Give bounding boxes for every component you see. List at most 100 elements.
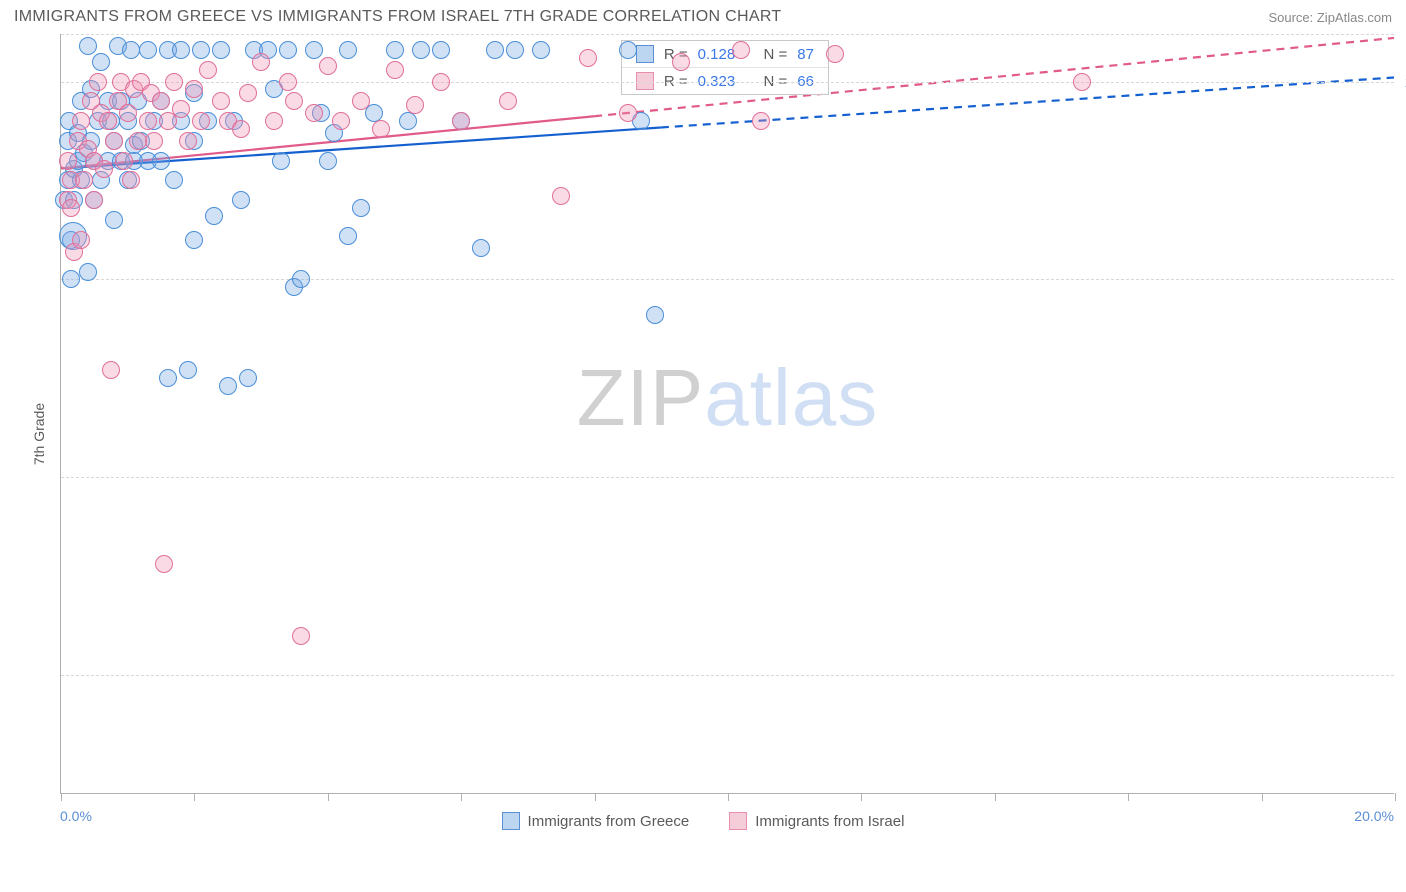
data-point	[579, 49, 597, 67]
data-point	[499, 92, 517, 110]
data-point	[115, 152, 133, 170]
source-label: Source: ZipAtlas.com	[1268, 10, 1392, 25]
x-tick	[61, 793, 62, 801]
data-point	[305, 104, 323, 122]
data-point	[672, 53, 690, 71]
data-point	[239, 84, 257, 102]
data-point	[122, 171, 140, 189]
data-point	[292, 627, 310, 645]
x-tick	[328, 793, 329, 801]
data-point	[332, 112, 350, 130]
data-point	[386, 61, 404, 79]
data-point	[139, 112, 157, 130]
data-point	[212, 41, 230, 59]
data-point	[72, 112, 90, 130]
stats-row: R = 0.128 N = 87	[622, 41, 828, 68]
data-point	[179, 361, 197, 379]
data-point	[89, 73, 107, 91]
data-point	[75, 171, 93, 189]
bottom-legend: Immigrants from GreeceImmigrants from Is…	[12, 812, 1394, 830]
data-point	[319, 152, 337, 170]
data-point	[185, 231, 203, 249]
data-point	[105, 211, 123, 229]
data-point	[165, 171, 183, 189]
data-point	[646, 306, 664, 324]
data-point	[152, 92, 170, 110]
data-point	[619, 41, 637, 59]
data-point	[285, 92, 303, 110]
data-point	[452, 112, 470, 130]
gridline-h	[61, 477, 1394, 478]
data-point	[232, 120, 250, 138]
x-tick	[1395, 793, 1396, 801]
data-point	[185, 80, 203, 98]
data-point	[72, 231, 90, 249]
chart-title: IMMIGRANTS FROM GREECE VS IMMIGRANTS FRO…	[14, 8, 781, 26]
x-tick	[728, 793, 729, 801]
data-point	[272, 152, 290, 170]
x-tick	[1128, 793, 1129, 801]
data-point	[192, 112, 210, 130]
data-point	[152, 152, 170, 170]
data-point	[406, 96, 424, 114]
data-point	[62, 270, 80, 288]
data-point	[319, 57, 337, 75]
data-point	[432, 41, 450, 59]
data-point	[826, 45, 844, 63]
data-point	[99, 112, 117, 130]
data-point	[432, 73, 450, 91]
data-point	[486, 41, 504, 59]
x-tick	[595, 793, 596, 801]
data-point	[252, 53, 270, 71]
data-point	[212, 92, 230, 110]
series-swatch	[636, 45, 654, 63]
data-point	[155, 555, 173, 573]
data-point	[59, 152, 77, 170]
x-tick	[995, 793, 996, 801]
data-point	[279, 41, 297, 59]
data-point	[165, 73, 183, 91]
data-point	[265, 112, 283, 130]
data-point	[79, 263, 97, 281]
data-point	[119, 104, 137, 122]
scatter-plot: ZIPatlas R = 0.128 N = 87R = 0.323 N = 6…	[60, 34, 1394, 794]
gridline-h	[61, 675, 1394, 676]
data-point	[506, 41, 524, 59]
data-point	[532, 41, 550, 59]
data-point	[179, 132, 197, 150]
x-tick	[461, 793, 462, 801]
data-point	[159, 369, 177, 387]
data-point	[305, 41, 323, 59]
x-tick	[1262, 793, 1263, 801]
data-point	[339, 227, 357, 245]
data-point	[339, 41, 357, 59]
legend-item: Immigrants from Israel	[729, 812, 904, 830]
series-swatch	[729, 812, 747, 830]
data-point	[1073, 73, 1091, 91]
data-point	[752, 112, 770, 130]
data-point	[619, 104, 637, 122]
data-point	[199, 61, 217, 79]
gridline-h	[61, 82, 1394, 83]
data-point	[412, 41, 430, 59]
data-point	[95, 160, 113, 178]
data-point	[145, 132, 163, 150]
gridline-h	[61, 279, 1394, 280]
stats-legend-box: R = 0.128 N = 87R = 0.323 N = 66	[621, 40, 829, 95]
data-point	[399, 112, 417, 130]
data-point	[62, 199, 80, 217]
data-point	[122, 41, 140, 59]
data-point	[292, 270, 310, 288]
data-point	[92, 53, 110, 71]
data-point	[386, 41, 404, 59]
x-tick-label: 0.0%	[60, 808, 92, 824]
series-swatch	[502, 812, 520, 830]
data-point	[352, 199, 370, 217]
data-point	[205, 207, 223, 225]
data-point	[552, 187, 570, 205]
data-point	[219, 377, 237, 395]
data-point	[102, 361, 120, 379]
y-axis-title: 7th Grade	[31, 403, 47, 465]
data-point	[279, 73, 297, 91]
x-tick	[861, 793, 862, 801]
